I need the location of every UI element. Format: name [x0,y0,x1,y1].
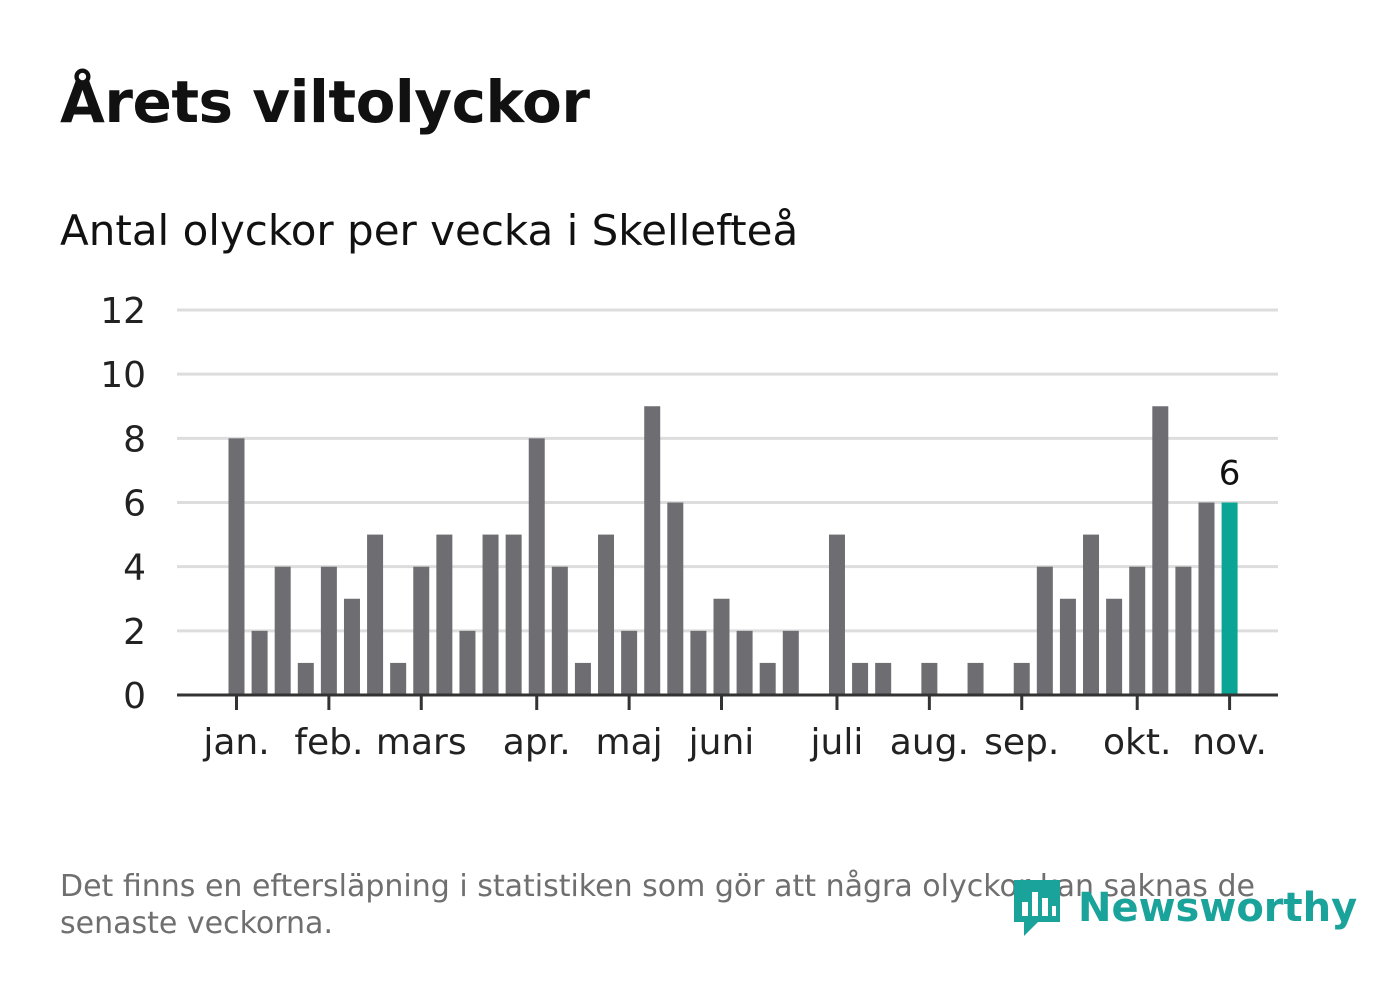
bar [343,598,360,695]
y-tick-label: 12 [100,291,146,332]
y-tick-label: 8 [123,419,146,460]
bars [228,406,1238,695]
y-tick-label: 10 [100,355,146,396]
bar [621,630,638,695]
bar [1013,662,1030,695]
x-tick-label: mars [376,722,467,763]
bar [759,662,776,695]
y-tick-label: 4 [123,548,146,589]
bar [736,630,753,695]
bar [528,438,545,695]
bar [574,662,591,695]
bar [713,598,730,695]
bar [1106,598,1123,695]
bar [1059,598,1076,695]
x-tick-label: jan. [202,722,269,763]
bar [228,438,245,695]
bar [1036,566,1053,695]
bar [1083,534,1100,695]
bar [390,662,407,695]
bar [367,534,384,695]
bar [482,534,499,695]
x-tick-label: feb. [294,722,363,763]
bar [297,662,314,695]
x-tick-label: sep. [984,722,1059,763]
x-tick-label: apr. [503,722,571,763]
bar [251,630,268,695]
newsworthy-logo-icon [1014,880,1060,936]
x-tick-label: aug. [890,722,969,763]
bar [690,630,707,695]
bar [320,566,337,695]
bar [644,406,661,695]
bar-highlight [1221,502,1238,695]
grid-lines [177,308,1278,633]
bar [274,566,291,695]
bar [1198,502,1215,695]
bar [436,534,453,695]
bar [667,502,684,695]
x-tick-label: maj [596,722,663,763]
bar [852,662,869,695]
y-tick-label: 0 [123,676,146,717]
bar [1152,406,1169,695]
y-tick-label: 6 [123,484,146,525]
bar [875,662,892,695]
y-axis-ticks: 0 2 4 6 8 10 12 [100,291,146,717]
bar [505,534,522,695]
x-tick-label: okt. [1103,722,1171,763]
bar [1129,566,1146,695]
chart-subtitle: Antal olyckor per vecka i Skellefteå [60,206,799,255]
bar [828,534,845,695]
highlight-value-label: 6 [1219,454,1241,494]
x-axis-ticks: jan. feb. mars apr. maj juni juli aug. sep. okt. n… [202,695,1267,763]
newsworthy-logo-text: Newsworthy [1078,885,1358,931]
y-tick-label: 2 [123,612,146,653]
newsworthy-logo: Newsworthy [1010,876,1357,940]
x-tick-label: nov. [1192,722,1267,763]
x-tick-label: juli [810,722,864,763]
bar [551,566,568,695]
x-tick-label: juni [688,722,755,763]
bar [413,566,430,695]
bar [782,630,799,695]
bar [921,662,938,695]
bar [967,662,984,695]
bar [459,630,476,695]
bar [1175,566,1192,695]
bar [598,534,615,695]
chart-title: Årets viltolyckor [60,68,590,136]
